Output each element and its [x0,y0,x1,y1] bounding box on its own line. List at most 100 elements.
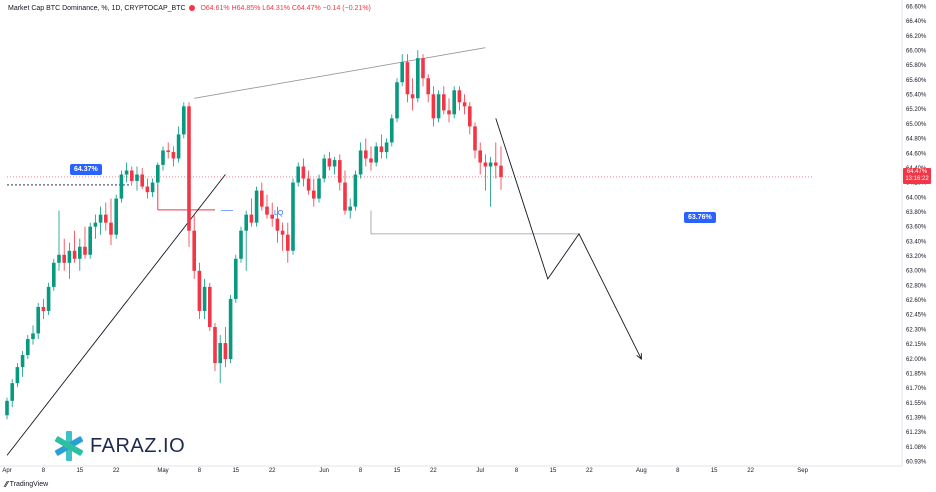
y-tick-label: 64.80% [906,137,927,143]
candle-body [15,367,20,384]
candle-body [213,326,217,364]
x-tick-label: Sep [797,468,808,474]
candle-body [260,190,264,207]
y-tick-label: 66.20% [906,34,927,40]
candle-body [36,306,40,334]
candle-body [88,226,92,255]
candle-body [410,94,415,99]
trendline [194,47,486,99]
y-tick-label: 61.08% [906,445,927,451]
y-tick-label: 61.23% [906,430,927,436]
y-tick-label: 62.80% [906,283,927,289]
candle-body [244,214,248,231]
y-tick-label: 61.55% [906,401,927,407]
candle-body [416,58,420,99]
y-tick-label: 65.40% [906,93,927,99]
candles [5,50,503,420]
candle-body [218,343,222,364]
candle-body [265,206,269,215]
y-tick-label: 63.20% [906,254,927,260]
candle-body [145,186,150,193]
candle-body [280,230,285,235]
candle-body [187,106,191,231]
candle-body [312,190,316,199]
chart-header: Market Cap BTC Dominance, %, 1D, CRYPTOC… [8,5,371,12]
candle-body [436,94,441,119]
current-price-tag[interactable]: 64.47% 13:16:22 [903,168,931,184]
candle-body [478,150,482,163]
x-tick-label: 22 [586,468,593,474]
symbol-title[interactable]: Market Cap BTC Dominance, %, 1D, CRYPTOC… [8,5,186,12]
tradingview-brand: TradingView [9,481,49,488]
projection-line [495,118,642,360]
candle-body [161,150,165,165]
candle-body [322,158,326,179]
candle-body [364,150,368,159]
candle-body [46,286,51,311]
y-tick-label: 61.39% [906,415,927,421]
y-tick-label: 64.60% [906,151,927,157]
candle-body [239,230,243,259]
candle-body [150,182,155,193]
candle-body [494,162,498,166]
level-lines [7,176,813,235]
y-tick-label: 66.40% [906,19,927,25]
target-tag-63-76[interactable]: 63.76% [684,212,716,223]
candle-body [369,158,373,163]
tradingview-footer[interactable]: ⁄⁄ TradingView [5,480,48,489]
y-tick-label: 63.40% [906,239,927,245]
candle-body [384,142,389,153]
lq-label: LQ [274,210,284,217]
x-axis-ticks: Apr 8 15 22 May 8 15 22 Jun 8 15 22 Jul 8 15 22 Aug 8 15 22… [2,468,808,474]
candle-body [182,106,186,135]
candle-body [353,174,358,207]
y-tick-label: 63.60% [906,225,927,231]
candle-body [135,174,139,181]
x-tick-label: 15 [711,468,718,474]
candle-body [405,62,410,95]
candle-body [114,198,118,235]
candle-body [41,306,46,311]
candle-body [374,146,378,163]
candle-body [426,78,430,95]
candle-body [104,214,108,223]
y-tick-label: 62.00% [906,357,927,363]
y-tick-label: 66.00% [906,49,927,55]
y-tick-label: 63.80% [906,210,927,216]
candle-body [10,383,14,401]
candle-body [327,158,332,167]
y-tick-label: 64.00% [906,195,927,201]
candle-body [452,90,456,115]
y-tick-label: 62.60% [906,298,927,304]
candle-body [130,170,134,181]
level-tag-64-37[interactable]: 64.37% [70,164,102,175]
candle-body [358,150,363,175]
candle-body [124,170,129,175]
candle-body [109,222,113,235]
candle-body [166,150,170,153]
candle-body [98,214,103,223]
candle-body [421,58,425,79]
x-tick-label: 22 [747,468,754,474]
candle-body [390,118,394,143]
candle-body [395,82,399,119]
tradingview-icon: ⁄⁄ [5,480,8,489]
candle-body [171,152,176,159]
candle-body [31,333,35,340]
candle-body [338,160,342,183]
candle-body [343,182,347,211]
logo-text: FARAZ.IO [90,434,186,457]
y-tick-label: 61.70% [906,386,927,392]
x-tick-label: 22 [430,468,437,474]
candle-body [26,339,30,356]
candle-body [306,178,311,191]
candle-body [499,165,503,177]
x-tick-label: Apr [2,468,11,474]
candle-body [119,174,124,199]
candle-body [291,182,295,251]
candle-body [348,206,352,211]
x-tick-label: Jul [476,468,484,474]
x-tick-label: 15 [76,468,83,474]
candle-body [228,298,233,360]
